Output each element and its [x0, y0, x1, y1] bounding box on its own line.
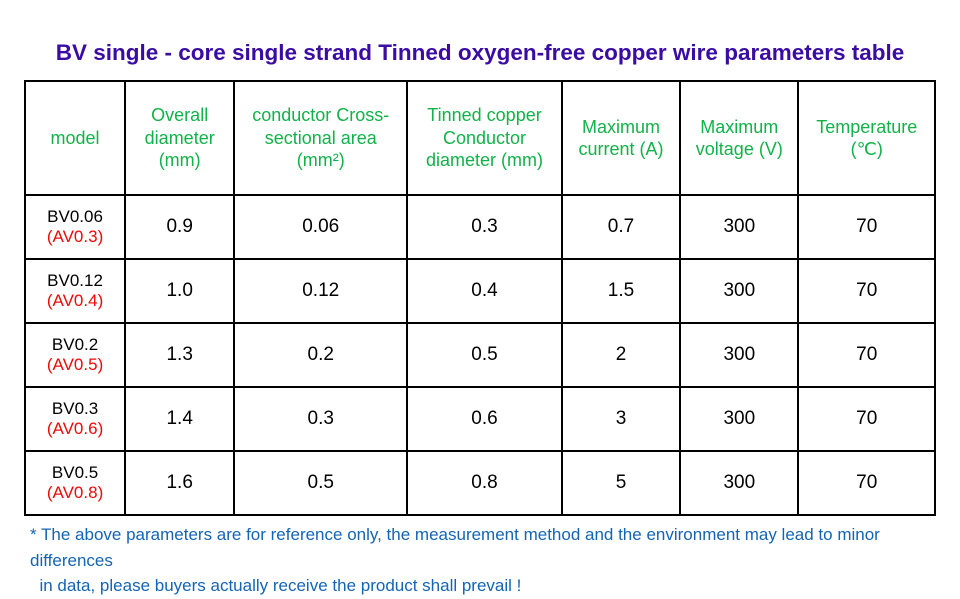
model-primary: BV0.12 [47, 271, 103, 290]
cell-volt: 300 [680, 259, 798, 323]
footnote-line-1: * The above parameters are for reference… [30, 525, 880, 570]
model-alt: (AV0.6) [47, 419, 103, 438]
cell-temp: 70 [798, 387, 935, 451]
cell-curr: 0.7 [562, 195, 680, 259]
col-overall-diameter: Overall diameter (mm) [125, 81, 234, 195]
col-temperature: Temperature (℃) [798, 81, 935, 195]
model-primary: BV0.06 [47, 207, 103, 226]
cell-area: 0.3 [234, 387, 407, 451]
model-alt: (AV0.5) [47, 355, 103, 374]
cell-temp: 70 [798, 195, 935, 259]
cell-cond: 0.4 [407, 259, 562, 323]
col-model: model [25, 81, 125, 195]
table-header-row: model Overall diameter (mm) conductor Cr… [25, 81, 935, 195]
model-primary: BV0.2 [52, 335, 98, 354]
table-row: BV0.06 (AV0.3) 0.9 0.06 0.3 0.7 300 70 [25, 195, 935, 259]
table-row: BV0.5 (AV0.8) 1.6 0.5 0.8 5 300 70 [25, 451, 935, 515]
cell-curr: 5 [562, 451, 680, 515]
model-alt: (AV0.8) [47, 483, 103, 502]
cell-od: 1.3 [125, 323, 234, 387]
parameters-table: model Overall diameter (mm) conductor Cr… [24, 80, 936, 516]
page-title: BV single - core single strand Tinned ox… [24, 40, 936, 66]
col-max-current: Maximum current (A) [562, 81, 680, 195]
cell-curr: 1.5 [562, 259, 680, 323]
model-primary: BV0.3 [52, 399, 98, 418]
cell-cond: 0.8 [407, 451, 562, 515]
model-primary: BV0.5 [52, 463, 98, 482]
cell-od: 1.4 [125, 387, 234, 451]
page-container: BV single - core single strand Tinned ox… [0, 0, 960, 599]
cell-volt: 300 [680, 323, 798, 387]
cell-od: 1.0 [125, 259, 234, 323]
cell-model: BV0.12 (AV0.4) [25, 259, 125, 323]
cell-curr: 2 [562, 323, 680, 387]
cell-area: 0.2 [234, 323, 407, 387]
cell-cond: 0.5 [407, 323, 562, 387]
table-row: BV0.3 (AV0.6) 1.4 0.3 0.6 3 300 70 [25, 387, 935, 451]
cell-area: 0.06 [234, 195, 407, 259]
cell-od: 1.6 [125, 451, 234, 515]
cell-volt: 300 [680, 451, 798, 515]
cell-volt: 300 [680, 195, 798, 259]
model-alt: (AV0.4) [47, 291, 103, 310]
cell-model: BV0.5 (AV0.8) [25, 451, 125, 515]
cell-model: BV0.3 (AV0.6) [25, 387, 125, 451]
cell-od: 0.9 [125, 195, 234, 259]
cell-temp: 70 [798, 451, 935, 515]
cell-area: 0.5 [234, 451, 407, 515]
cell-model: BV0.06 (AV0.3) [25, 195, 125, 259]
col-cross-section: conductor Cross-sectional area (mm²) [234, 81, 407, 195]
col-conductor-diameter: Tinned copper Conductor diameter (mm) [407, 81, 562, 195]
cell-curr: 3 [562, 387, 680, 451]
model-alt: (AV0.3) [47, 227, 103, 246]
cell-temp: 70 [798, 259, 935, 323]
footnote-line-2: in data, please buyers actually receive … [30, 576, 521, 595]
cell-volt: 300 [680, 387, 798, 451]
col-max-voltage: Maximum voltage (V) [680, 81, 798, 195]
cell-area: 0.12 [234, 259, 407, 323]
footnote: * The above parameters are for reference… [24, 522, 936, 599]
cell-cond: 0.6 [407, 387, 562, 451]
table-row: BV0.2 (AV0.5) 1.3 0.2 0.5 2 300 70 [25, 323, 935, 387]
cell-temp: 70 [798, 323, 935, 387]
cell-cond: 0.3 [407, 195, 562, 259]
cell-model: BV0.2 (AV0.5) [25, 323, 125, 387]
table-row: BV0.12 (AV0.4) 1.0 0.12 0.4 1.5 300 70 [25, 259, 935, 323]
